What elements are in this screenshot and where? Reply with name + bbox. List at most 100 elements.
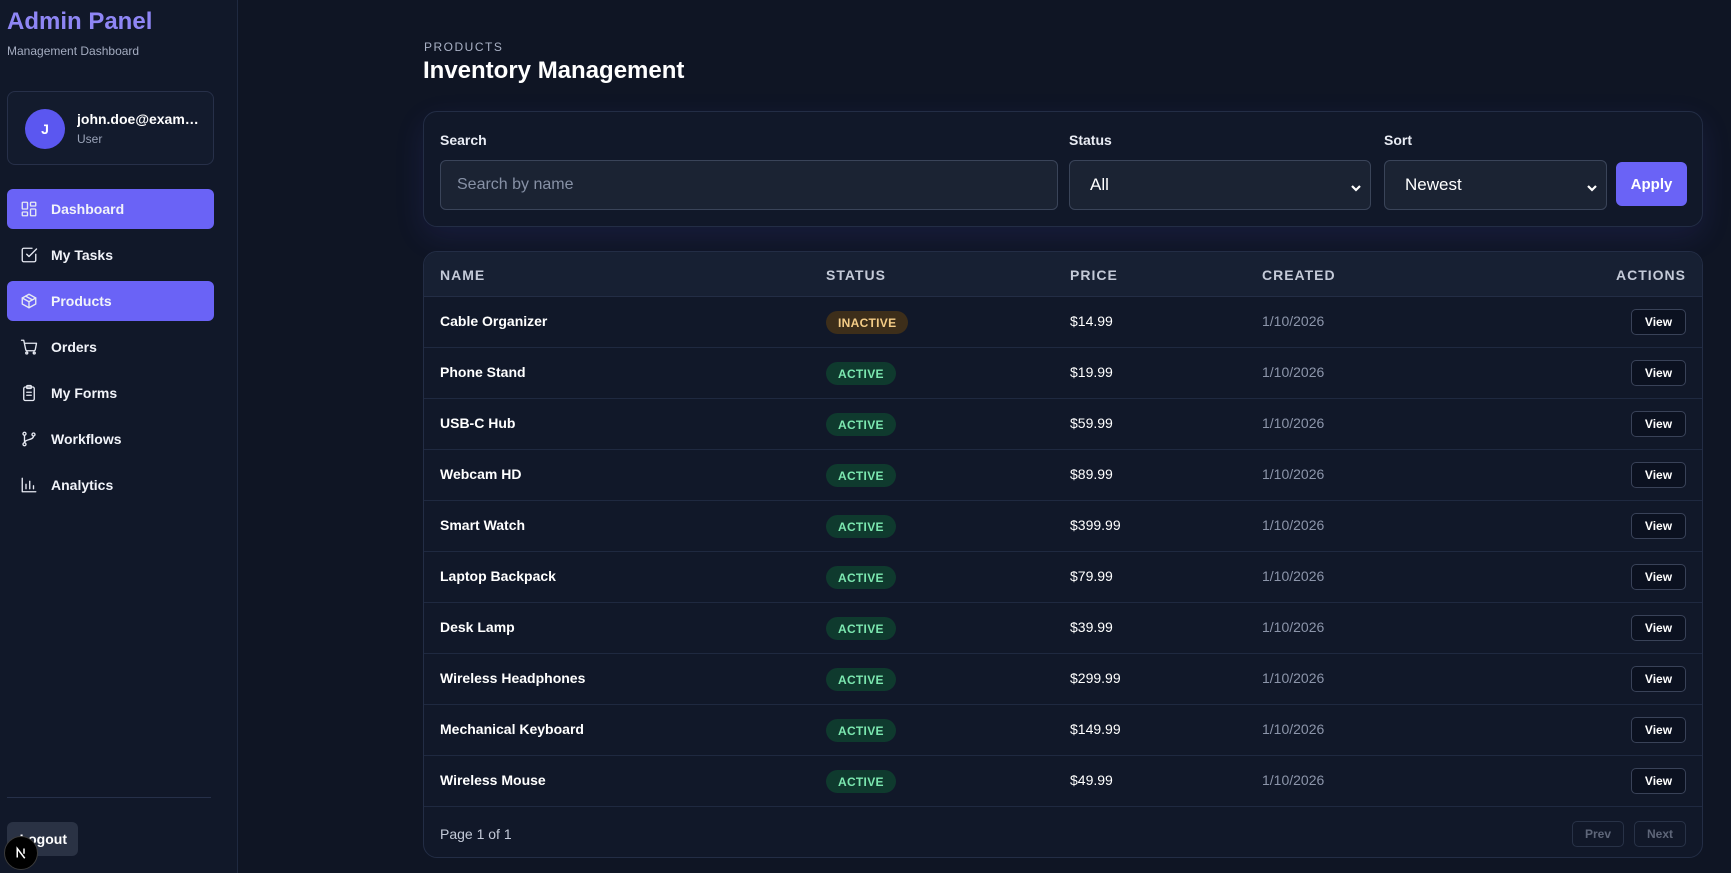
search-input[interactable] bbox=[440, 160, 1058, 210]
table-header: NAME STATUS PRICE CREATED ACTIONS bbox=[424, 252, 1702, 297]
status-badge: ACTIVE bbox=[826, 770, 896, 793]
user-card: J john.doe@example.com User bbox=[7, 91, 214, 165]
next-logo-icon[interactable] bbox=[4, 836, 38, 870]
status-badge: ACTIVE bbox=[826, 668, 896, 691]
view-button[interactable]: View bbox=[1631, 564, 1686, 590]
column-header-name[interactable]: NAME bbox=[440, 267, 486, 283]
status-badge: ACTIVE bbox=[826, 719, 896, 742]
product-price: $49.99 bbox=[1070, 772, 1113, 788]
column-header-created[interactable]: CREATED bbox=[1262, 267, 1336, 283]
view-button[interactable]: View bbox=[1631, 411, 1686, 437]
table-row: Phone Stand ACTIVE $19.99 1/10/2026 View bbox=[424, 348, 1702, 399]
sidebar-item-label: Orders bbox=[51, 339, 97, 355]
sidebar-item-workflows[interactable]: Workflows bbox=[7, 419, 214, 459]
product-price: $19.99 bbox=[1070, 364, 1113, 380]
table-row: Wireless Mouse ACTIVE $49.99 1/10/2026 V… bbox=[424, 756, 1702, 807]
status-badge: ACTIVE bbox=[826, 566, 896, 589]
user-role: User bbox=[77, 132, 103, 146]
sidebar-item-dashboard[interactable]: Dashboard bbox=[7, 189, 214, 229]
clipboard-icon bbox=[19, 383, 39, 403]
next-page-button[interactable]: Next bbox=[1634, 821, 1686, 847]
products-table: NAME STATUS PRICE CREATED ACTIONS Cable … bbox=[423, 251, 1703, 858]
view-button[interactable]: View bbox=[1631, 360, 1686, 386]
sidebar-item-label: My Tasks bbox=[51, 247, 113, 263]
column-header-status[interactable]: STATUS bbox=[826, 267, 886, 283]
product-price: $14.99 bbox=[1070, 313, 1113, 329]
product-name: Webcam HD bbox=[440, 466, 522, 482]
product-created: 1/10/2026 bbox=[1262, 670, 1325, 686]
product-name: Mechanical Keyboard bbox=[440, 721, 584, 737]
package-icon bbox=[19, 291, 39, 311]
brand-title: Admin Panel bbox=[7, 8, 153, 35]
column-header-price[interactable]: PRICE bbox=[1070, 267, 1118, 283]
sidebar-item-my-tasks[interactable]: My Tasks bbox=[7, 235, 214, 275]
sidebar-divider bbox=[7, 797, 211, 798]
status-select[interactable]: All bbox=[1069, 160, 1371, 210]
sidebar-item-my-forms[interactable]: My Forms bbox=[7, 373, 214, 413]
product-name: Laptop Backpack bbox=[440, 568, 556, 584]
table-row: Mechanical Keyboard ACTIVE $149.99 1/10/… bbox=[424, 705, 1702, 756]
product-created: 1/10/2026 bbox=[1262, 619, 1325, 635]
sidebar-item-label: Analytics bbox=[51, 477, 114, 493]
sidebar-item-products[interactable]: Products bbox=[7, 281, 214, 321]
view-button[interactable]: View bbox=[1631, 666, 1686, 692]
chevron-down-icon bbox=[1586, 179, 1598, 192]
prev-page-button[interactable]: Prev bbox=[1572, 821, 1624, 847]
page-eyebrow: PRODUCTS bbox=[424, 40, 504, 54]
product-name: Wireless Headphones bbox=[440, 670, 586, 686]
main-content: PRODUCTS Inventory Management Search Sta… bbox=[239, 0, 1731, 873]
product-name: Smart Watch bbox=[440, 517, 526, 533]
page-title: Inventory Management bbox=[423, 57, 685, 84]
sort-select[interactable]: Newest bbox=[1384, 160, 1607, 210]
product-price: $79.99 bbox=[1070, 568, 1113, 584]
brand-subtitle: Management Dashboard bbox=[7, 44, 140, 58]
product-price: $299.99 bbox=[1070, 670, 1121, 686]
view-button[interactable]: View bbox=[1631, 462, 1686, 488]
search-label: Search bbox=[440, 132, 487, 148]
sort-select-value: Newest bbox=[1405, 175, 1462, 194]
product-created: 1/10/2026 bbox=[1262, 721, 1325, 737]
column-header-actions: ACTIONS bbox=[1616, 267, 1686, 283]
status-badge: INACTIVE bbox=[826, 311, 909, 334]
sidebar-item-label: Workflows bbox=[51, 431, 122, 447]
status-select-value: All bbox=[1090, 175, 1109, 194]
product-name: USB-C Hub bbox=[440, 415, 516, 431]
table-row: Smart Watch ACTIVE $399.99 1/10/2026 Vie… bbox=[424, 501, 1702, 552]
view-button[interactable]: View bbox=[1631, 768, 1686, 794]
apply-button[interactable]: Apply bbox=[1616, 162, 1687, 206]
product-name: Desk Lamp bbox=[440, 619, 515, 635]
table-row: USB-C Hub ACTIVE $59.99 1/10/2026 View bbox=[424, 399, 1702, 450]
status-badge: ACTIVE bbox=[826, 515, 896, 538]
product-created: 1/10/2026 bbox=[1262, 772, 1325, 788]
filter-card: Search Status All Sort Newest Apply bbox=[423, 111, 1703, 227]
table-row: Desk Lamp ACTIVE $39.99 1/10/2026 View bbox=[424, 603, 1702, 654]
table-footer: Page 1 of 1 Prev Next bbox=[424, 808, 1702, 857]
chevron-down-icon bbox=[1350, 179, 1362, 192]
page-info: Page 1 of 1 bbox=[440, 826, 512, 842]
product-name: Wireless Mouse bbox=[440, 772, 546, 788]
table-row: Cable Organizer INACTIVE $14.99 1/10/202… bbox=[424, 297, 1702, 348]
view-button[interactable]: View bbox=[1631, 717, 1686, 743]
product-name: Phone Stand bbox=[440, 364, 526, 380]
product-price: $89.99 bbox=[1070, 466, 1113, 482]
git-branch-icon bbox=[19, 429, 39, 449]
sidebar-item-orders[interactable]: Orders bbox=[7, 327, 214, 367]
bar-chart-icon bbox=[19, 475, 39, 495]
table-row: Wireless Headphones ACTIVE $299.99 1/10/… bbox=[424, 654, 1702, 705]
product-created: 1/10/2026 bbox=[1262, 466, 1325, 482]
product-created: 1/10/2026 bbox=[1262, 568, 1325, 584]
sidebar: Admin Panel Management Dashboard J john.… bbox=[0, 0, 238, 873]
view-button[interactable]: View bbox=[1631, 309, 1686, 335]
product-created: 1/10/2026 bbox=[1262, 517, 1325, 533]
view-button[interactable]: View bbox=[1631, 513, 1686, 539]
table-row: Webcam HD ACTIVE $89.99 1/10/2026 View bbox=[424, 450, 1702, 501]
cart-icon bbox=[19, 337, 39, 357]
status-badge: ACTIVE bbox=[826, 362, 896, 385]
view-button[interactable]: View bbox=[1631, 615, 1686, 641]
sort-label: Sort bbox=[1384, 132, 1412, 148]
status-badge: ACTIVE bbox=[826, 617, 896, 640]
product-created: 1/10/2026 bbox=[1262, 415, 1325, 431]
layout-grid-icon bbox=[19, 199, 39, 219]
user-email: john.doe@example.com bbox=[77, 111, 207, 127]
sidebar-item-analytics[interactable]: Analytics bbox=[7, 465, 214, 505]
